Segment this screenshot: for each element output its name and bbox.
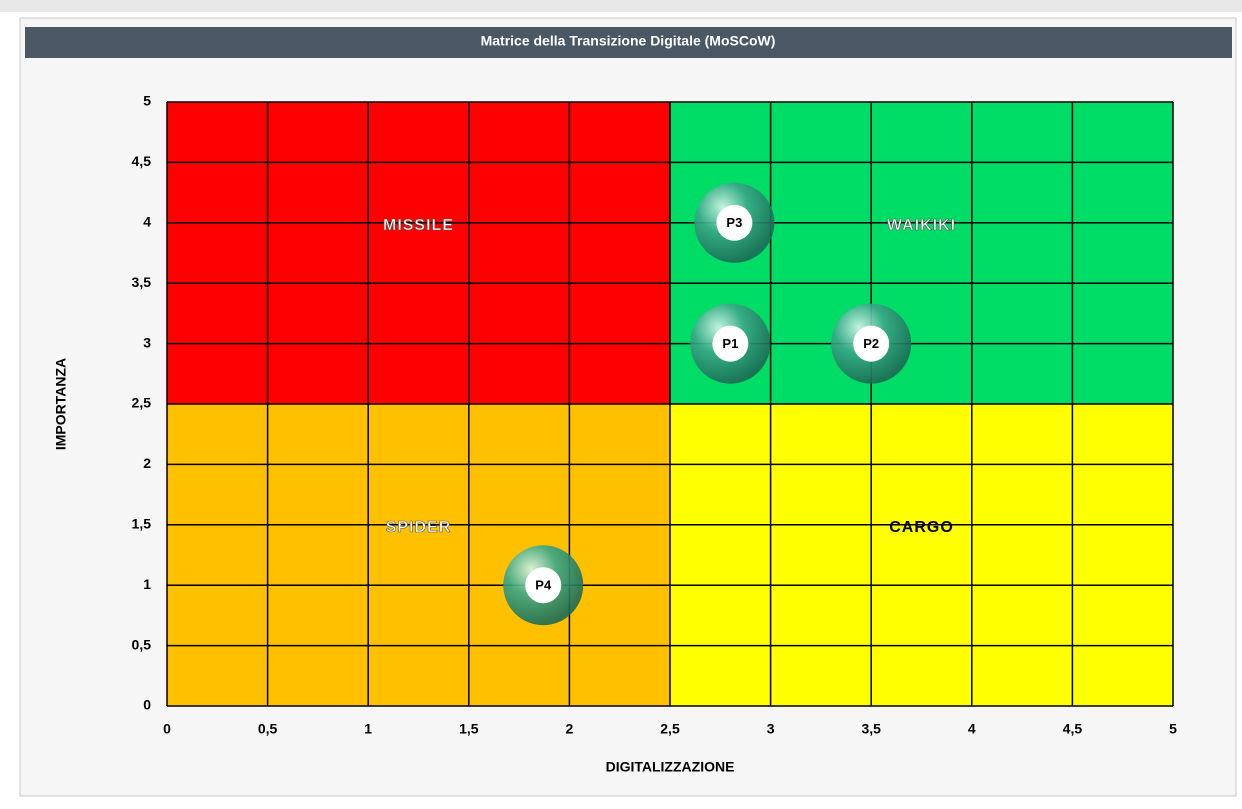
x-tick-label: 4,5 [1063,721,1083,737]
quadrant [670,404,1173,706]
y-tick-label: 4,5 [132,153,152,169]
y-tick-label: 3,5 [132,274,152,290]
x-axis-label: DIGITALIZZAZIONE [606,759,735,775]
x-tick-label: 0 [163,721,171,737]
title-bar [25,27,1232,58]
y-tick-label: 5 [143,93,151,109]
x-tick-label: 3,5 [861,721,881,737]
y-tick-label: 3 [143,334,151,350]
bubble-core [525,567,562,604]
x-tick-label: 2,5 [660,721,680,737]
x-tick-label: 1,5 [459,721,479,737]
y-tick-label: 0 [143,697,151,713]
bubble-core [853,325,890,362]
x-tick-label: 2 [566,721,574,737]
bubble: P1 [690,303,771,384]
y-tick-label: 1 [143,576,151,592]
x-tick-label: 0,5 [258,721,278,737]
quadrant-label: SPIDER [386,519,452,536]
quadrant [167,102,670,404]
y-tick-label: 2 [143,455,151,471]
bubble-core [712,325,749,362]
bubble-core [716,204,753,241]
bubble: P3 [694,182,775,263]
bubble-label: P4 [535,578,552,593]
quadrant [167,404,670,706]
quadrant-label: MISSILE [383,217,454,234]
quadrant-label: CARGO [889,519,954,536]
chart-title: Matrice della Transizione Digitale (MoSC… [481,33,776,49]
bubble-label: P3 [726,215,742,230]
bubble: P4 [503,545,584,626]
top-strip [0,0,1242,12]
x-tick-label: 4 [968,721,976,737]
y-axis-label: IMPORTANZA [53,358,69,450]
x-tick-label: 3 [767,721,775,737]
y-tick-label: 0,5 [132,636,152,652]
quadrant-label: WAIKIKI [887,217,956,234]
bubble-label: P2 [863,336,879,351]
y-tick-label: 2,5 [132,395,152,411]
x-tick-label: 5 [1169,721,1177,737]
bubble-label: P1 [722,336,738,351]
y-tick-label: 1,5 [132,516,152,532]
bubble: P2 [831,303,912,384]
y-tick-label: 4 [143,214,151,230]
x-tick-label: 1 [364,721,372,737]
